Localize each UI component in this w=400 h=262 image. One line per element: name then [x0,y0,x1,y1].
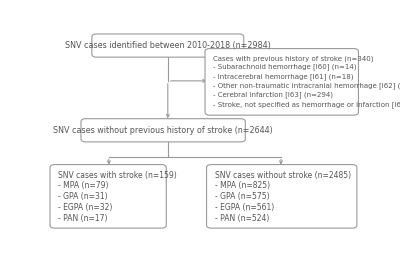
Text: - MPA (n=825): - MPA (n=825) [215,181,270,190]
Text: - GPA (n=31): - GPA (n=31) [58,192,108,201]
Text: - Cerebral infarction [I63] (n=294): - Cerebral infarction [I63] (n=294) [213,91,333,98]
Text: - EGPA (n=561): - EGPA (n=561) [215,203,274,212]
Text: - GPA (n=575): - GPA (n=575) [215,192,270,201]
Text: SNV cases identified between 2010-2018 (n=2984): SNV cases identified between 2010-2018 (… [65,41,271,50]
Text: - Other non-traumatic intracranial hemorrhage [I62] (n=22): - Other non-traumatic intracranial hemor… [213,82,400,89]
Text: SNV cases without stroke (n=2485): SNV cases without stroke (n=2485) [215,171,351,180]
Text: SNV cases with stroke (n=159): SNV cases with stroke (n=159) [58,171,177,180]
Text: - EGPA (n=32): - EGPA (n=32) [58,203,113,212]
Text: - Stroke, not specified as hemorrhage or infarction [I64] (n=40): - Stroke, not specified as hemorrhage or… [213,101,400,108]
Text: - PAN (n=524): - PAN (n=524) [215,214,269,223]
Text: - MPA (n=79): - MPA (n=79) [58,181,109,190]
FancyBboxPatch shape [81,119,245,142]
Text: - Intracerebral hemorrhage [I61] (n=18): - Intracerebral hemorrhage [I61] (n=18) [213,73,354,80]
FancyBboxPatch shape [92,34,244,57]
Text: - PAN (n=17): - PAN (n=17) [58,214,108,223]
Text: - Subarachnoid hemorrhage [I60] (n=14): - Subarachnoid hemorrhage [I60] (n=14) [213,64,357,70]
Text: SNV cases without previous history of stroke (n=2644): SNV cases without previous history of st… [53,126,273,135]
Text: Cases with previous history of stroke (n=340): Cases with previous history of stroke (n… [213,55,374,62]
FancyBboxPatch shape [206,165,357,228]
FancyBboxPatch shape [50,165,166,228]
FancyBboxPatch shape [205,48,358,115]
